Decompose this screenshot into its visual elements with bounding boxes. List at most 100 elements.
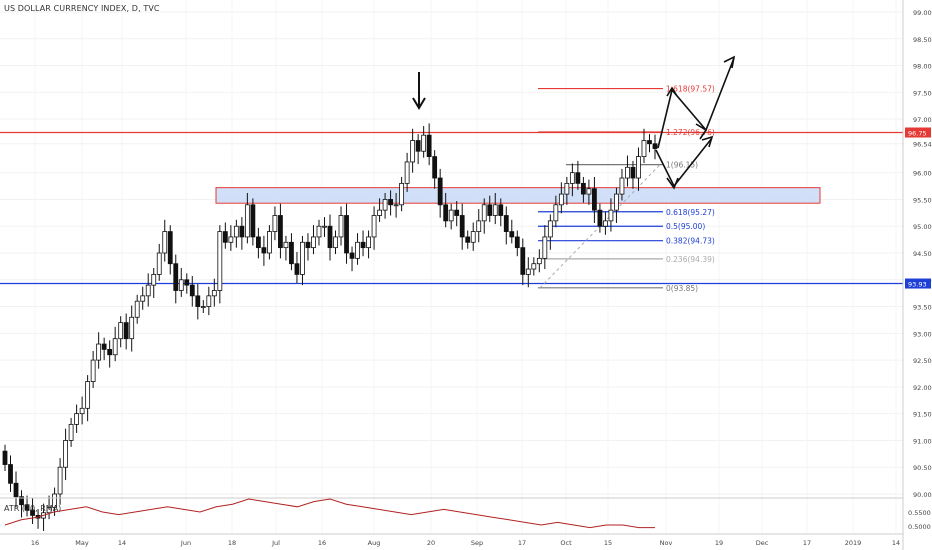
candle-body [498,204,504,216]
y-tick-label: 93.50 [913,304,932,312]
candle-body [371,215,377,238]
projection-arrowhead [723,55,736,69]
x-tick-label: Jul [271,539,280,547]
candle-body [90,359,96,382]
fib-level-label: 1.272(96.76) [666,128,715,137]
y-tick-label: 92.50 [913,357,932,365]
candle-body [52,493,57,508]
candle-body [344,215,349,254]
candle-body [283,241,289,249]
y-tick-label: 96.54 [913,141,932,149]
candle-body [57,466,63,495]
y-tick-label: 92.00 [913,384,932,392]
y-tick-label: 91.00 [913,437,932,445]
candle-body [206,295,212,307]
candle-body [173,263,179,291]
candle-body [13,482,19,498]
candle-body [167,231,173,265]
candle-body [85,381,91,409]
candle-body [211,290,217,297]
x-tick-label: 17 [803,539,811,547]
candle-body [305,241,311,249]
candle-body [531,263,537,270]
y-tick-label: 99.00 [913,9,932,17]
candle-body [217,231,223,291]
candle-body [244,204,250,238]
candle-body [233,225,239,238]
price-badge-label: 93.93 [908,281,927,289]
candle-body [278,215,283,249]
candle-body [300,241,305,275]
projection-arrowhead [666,177,679,190]
candle-body [349,252,355,259]
candle-body [255,236,261,249]
candle-body [112,338,118,356]
candle-body [647,140,652,145]
y-tick-label: 95.50 [913,196,932,204]
candle-body [355,241,360,259]
candle-body [333,236,338,249]
candle-body [454,209,460,216]
x-tick-label: 14 [118,539,126,547]
candle-body [393,204,399,207]
x-tick-label: Sep [471,539,483,547]
candle-body [19,496,24,506]
candle-body [614,193,619,211]
fib-level-label: 0.382(94.73) [666,237,715,246]
y-tick-label: 94.50 [913,250,932,258]
candle-body [525,268,531,275]
candle-body [586,188,592,195]
atr-tick-label: 0.5000 [908,523,931,531]
candle-body [79,407,85,415]
candle-body [520,247,526,275]
candle-body [68,423,74,441]
candle-body [123,322,129,340]
atr-line [4,498,655,529]
candle-body [399,182,405,206]
projection-arrowhead [695,123,708,140]
fib-level-label: 0.5(95.00) [666,222,705,231]
candle-body [426,134,432,158]
candle-body [459,215,465,238]
y-tick-label: 90.50 [913,464,932,472]
candle-body [156,252,162,275]
candle-body [8,464,13,484]
candle-body [509,231,515,238]
candle-body [184,279,190,286]
y-tick-label: 97.00 [913,116,932,124]
candle-body [503,215,509,232]
candle-body [24,504,30,511]
y-tick-label: 90.00 [913,491,932,499]
candle-body [470,231,476,243]
candle-body [327,225,333,249]
candle-body [630,166,636,179]
candle-body [366,236,371,249]
candle-body [437,177,443,206]
candle-body [294,263,300,275]
candle-body [272,215,278,232]
x-tick-label: 15 [604,539,612,547]
candle-body [189,284,195,297]
candle-body [322,225,327,228]
candle-body [432,156,438,179]
candle-body [410,140,416,163]
x-tick-label: 20 [427,539,435,547]
candle-body [603,220,608,227]
candle-body [625,166,630,179]
candle-body [547,220,553,238]
candle-body [564,182,570,195]
candle-body [465,236,471,243]
candle-body [145,284,151,297]
candle-body [443,204,449,222]
atr-label: ATR (20, RMA) [4,504,62,513]
y-tick-label: 95.00 [913,223,932,231]
chart-title: US DOLLAR CURRENCY INDEX, D, TVC [4,4,160,13]
candle-body [448,209,454,222]
x-tick-label: 17 [518,539,526,547]
candle-body [421,134,427,152]
candle-body [415,140,421,152]
candle-body [30,509,35,516]
candle-body [101,343,107,350]
candle-body [476,220,482,232]
